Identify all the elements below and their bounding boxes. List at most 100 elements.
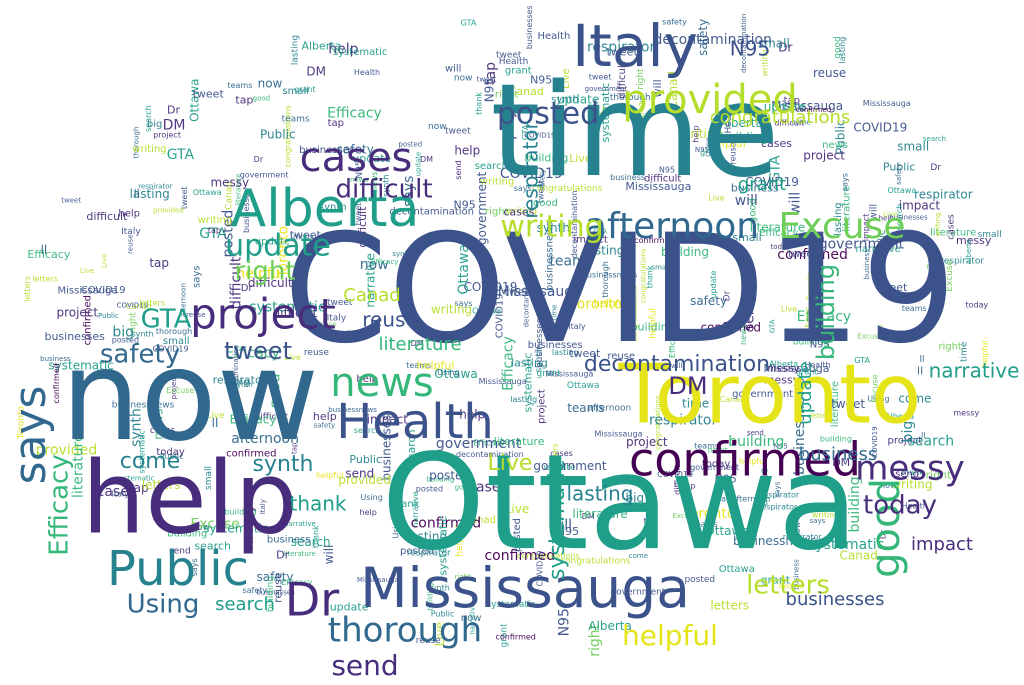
word-cases: cases — [503, 205, 534, 218]
word-italy: Italy — [568, 322, 586, 331]
word-update: update — [255, 237, 290, 248]
word-n95: N95 — [730, 37, 770, 61]
word-update: update — [352, 152, 391, 165]
word-public: Public — [107, 541, 249, 597]
word-building: building — [820, 434, 852, 443]
word-letters: letters — [710, 598, 749, 612]
word-project: project — [502, 91, 518, 140]
word-business: business — [731, 181, 779, 194]
word-grant: grant — [796, 368, 817, 377]
word-good: good — [455, 484, 472, 492]
word-afternoon: afternoon — [231, 431, 299, 447]
word-ottawa: Ottawa — [719, 564, 755, 575]
word-thorough: thorough — [293, 233, 325, 241]
word-time: time — [682, 396, 709, 410]
word-send: send — [169, 546, 191, 556]
word-posted: posted — [416, 485, 443, 494]
word-messy: messy — [241, 505, 257, 550]
word-come: come — [791, 119, 810, 127]
word-mississauga: Mississauga — [771, 99, 843, 113]
word-congratulations: congratulations — [560, 557, 631, 567]
word-reuse: reuse — [304, 348, 329, 358]
word-search: search — [908, 434, 955, 450]
word-synth: synth — [129, 408, 145, 447]
word-ottawa: Ottawa — [187, 79, 201, 122]
word-building: building — [720, 130, 768, 144]
word-posted: posted — [112, 336, 139, 345]
word-covid19: COVID19 — [853, 120, 907, 134]
word-alberta: Alberta — [588, 619, 632, 633]
word-says: says — [346, 327, 373, 341]
word-time: time — [960, 341, 970, 362]
word-ottawa: Ottawa — [567, 381, 600, 391]
word-messy: messy — [210, 175, 249, 189]
word-public: Public — [883, 161, 916, 174]
word-difficult: difficult — [617, 61, 628, 98]
word-difficult: difficult — [255, 412, 289, 422]
word-government: government — [819, 236, 905, 252]
word-helpful: helpful — [739, 457, 766, 466]
word-toronto: Toronto — [805, 271, 814, 302]
word-building: building — [266, 576, 276, 612]
word-businesses: businesses — [525, 5, 534, 49]
word-live: Live — [101, 254, 109, 268]
word-respirator: respirator — [758, 502, 798, 511]
word-efficacy: Efficacy — [27, 248, 70, 261]
word-government: government — [533, 459, 606, 473]
word-project: project — [153, 130, 181, 139]
word-project: project — [190, 290, 336, 339]
word-tweet: tweet — [224, 337, 292, 365]
word-says: says — [810, 517, 826, 525]
word-thorough: thorough — [601, 261, 610, 297]
word-respirator: respirator — [649, 413, 718, 429]
word-businessnews: businessnews — [582, 271, 638, 280]
word-lasting: lasting — [511, 357, 548, 370]
word-health: Health — [537, 31, 570, 42]
word-dr: Dr — [723, 290, 733, 301]
word-lasting: lasting — [407, 530, 447, 544]
word-reuse: reuse — [186, 311, 205, 319]
word-afternoon: afternoon — [731, 495, 770, 504]
word-grant: grant — [700, 148, 721, 157]
word-synth: synth — [233, 381, 252, 389]
word-writing: writing — [637, 102, 646, 130]
word-grant: grant — [761, 574, 791, 587]
word-send: send — [895, 469, 919, 480]
word-help: help — [454, 144, 480, 158]
word-ottawa: Ottawa — [887, 186, 916, 195]
word-dm: DM — [420, 155, 433, 164]
word-safety: safety — [539, 169, 547, 191]
word-live: Live — [206, 411, 225, 421]
word-teams: teams — [227, 81, 252, 90]
word-decontamination: decontamination — [389, 207, 474, 218]
word-live: Live — [877, 324, 885, 338]
word-n95: N95 — [453, 198, 475, 211]
word-building: building — [631, 321, 675, 334]
word-businessnews: businessnews — [792, 378, 808, 475]
word-letters: letters — [32, 274, 58, 283]
word-confirmed: confirmed — [496, 633, 536, 642]
word-posted: posted — [400, 546, 434, 557]
word-search: search — [895, 204, 904, 231]
word-will: will — [869, 204, 880, 221]
word-helpful: helpful — [594, 299, 628, 310]
word-building: building — [167, 528, 207, 539]
word-health: Health — [499, 57, 529, 67]
word-reuse: reuse — [607, 351, 635, 362]
word-time: time — [490, 57, 779, 206]
word-respirator: respirator — [783, 532, 823, 541]
word-lasting: lasting — [552, 348, 579, 357]
word-systematic: systematic — [116, 474, 154, 482]
word-confirmed: confirmed — [411, 515, 482, 531]
word-excuse: Excuse — [945, 259, 955, 291]
word-come: come — [120, 449, 181, 474]
word-will: will — [735, 193, 758, 209]
word-respirator: respirator — [138, 183, 172, 191]
word-toronto: Toronto — [777, 583, 804, 591]
word-business: business — [793, 559, 801, 590]
word-search: search — [144, 105, 153, 132]
word-writing: writing — [500, 210, 603, 245]
word-helpful: helpful — [622, 619, 718, 652]
word-writing: writing — [681, 127, 722, 141]
